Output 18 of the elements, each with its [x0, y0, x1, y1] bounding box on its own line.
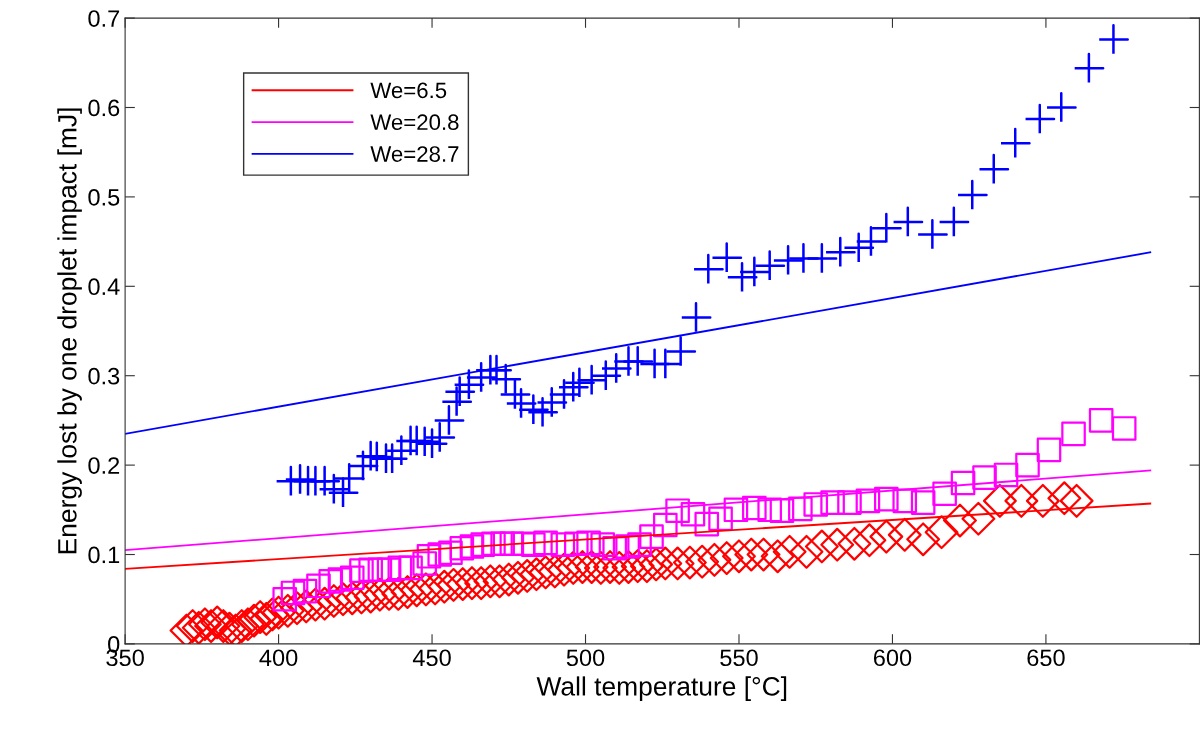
x-tick-label: 400 — [259, 649, 298, 667]
legend-label: We=6.5 — [370, 82, 447, 99]
y-tick-label: 0.1 — [88, 546, 120, 564]
x-tick-label: 600 — [873, 649, 912, 667]
legend-label: We=28.7 — [370, 146, 459, 162]
y-axis-title: Energy lost by one droplet impact [mJ] — [57, 108, 82, 554]
y-tick-label: 0.2 — [88, 457, 120, 474]
x-tick-label: 500 — [566, 649, 605, 667]
x-tick-label: 650 — [1027, 649, 1065, 667]
x-axis-title: Wall temperature [°C] — [536, 676, 787, 701]
x-tick-label: 550 — [720, 649, 758, 667]
y-tick-label: 0.6 — [88, 99, 120, 117]
y-tick-label: 0.3 — [88, 367, 120, 385]
y-tick-label: 0.5 — [88, 188, 120, 206]
y-tick-label: 0.7 — [88, 10, 120, 27]
legend-label: We=20.8 — [370, 114, 459, 131]
y-tick-label: 0.4 — [88, 278, 120, 296]
x-tick-label: 450 — [412, 649, 451, 667]
